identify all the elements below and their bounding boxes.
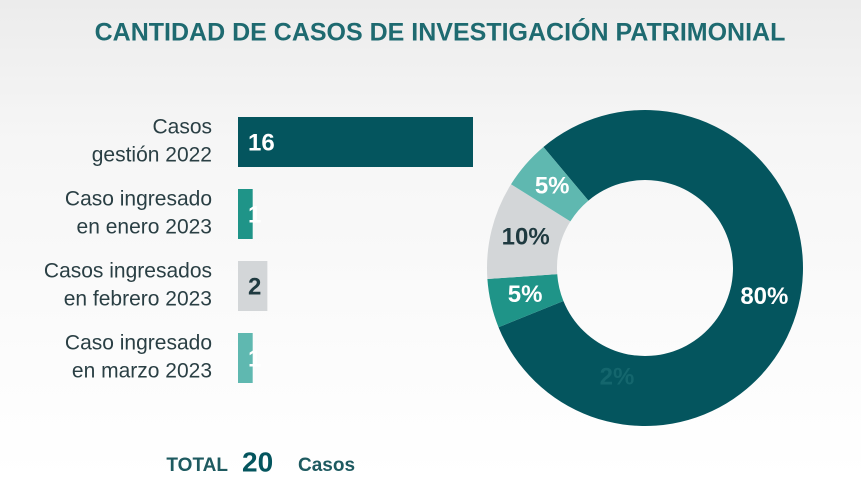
bar-value-label: 2	[248, 273, 261, 300]
bar	[238, 333, 253, 383]
category-label: Caso ingresado	[65, 188, 212, 211]
category-label: en marzo 2023	[72, 360, 212, 383]
total-label: TOTAL	[166, 455, 228, 476]
donut-segment	[498, 110, 803, 427]
donut-value-label: 5%	[508, 281, 543, 308]
donut-value-label: 10%	[502, 224, 550, 251]
category-label: Caso ingresado	[65, 332, 212, 355]
category-label: Casos	[152, 116, 212, 139]
category-label: Casos ingresados	[44, 260, 212, 283]
donut-value-label: 5%	[535, 173, 570, 200]
donut-segment	[487, 274, 564, 328]
bar-value-label: 1	[248, 201, 261, 228]
category-label: gestión 2022	[92, 144, 212, 167]
total-unit: Casos	[298, 455, 355, 476]
title: CANTIDAD DE CASOS DE INVESTIGACIÓN PATRI…	[95, 17, 786, 47]
donut-annotation: 2%	[600, 363, 635, 390]
total-value: 20	[242, 446, 273, 477]
bar-value-label: 16	[248, 129, 275, 156]
bar	[238, 189, 253, 239]
category-label: en febrero 2023	[64, 288, 212, 311]
bar-value-label: 1	[248, 345, 261, 372]
donut-value-label: 80%	[740, 283, 788, 310]
bar	[238, 261, 268, 311]
donut-segment	[487, 184, 571, 280]
donut-segment	[511, 146, 589, 222]
bar	[238, 117, 473, 167]
category-label: en enero 2023	[77, 216, 212, 239]
